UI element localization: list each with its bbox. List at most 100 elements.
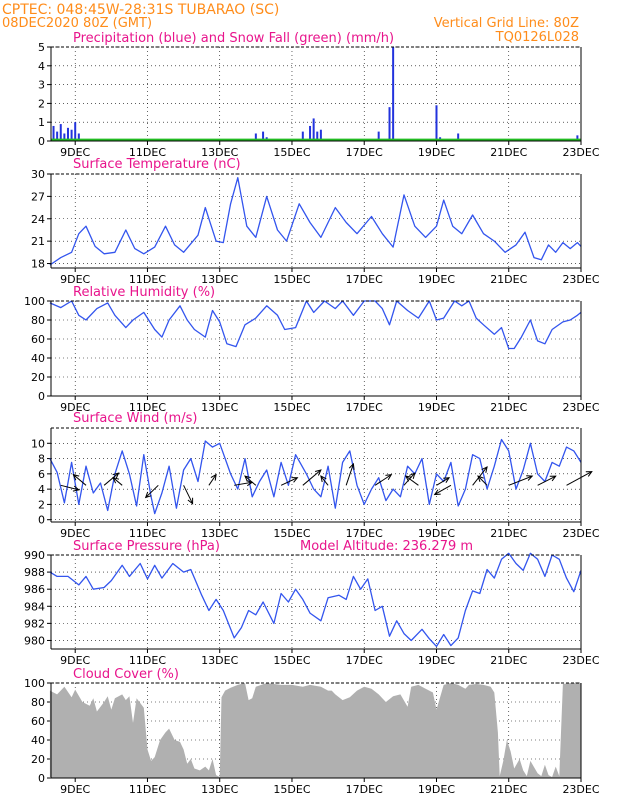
rain-bar bbox=[435, 105, 438, 141]
wind-arrowhead bbox=[443, 477, 451, 483]
wind-arrow bbox=[434, 484, 452, 495]
wind-arrow bbox=[436, 477, 450, 486]
cloud-xtick-label: 11DEC bbox=[129, 783, 166, 796]
wind-arrow bbox=[183, 485, 194, 504]
rain-bar bbox=[377, 131, 380, 141]
wind-ytick-label: 6 bbox=[38, 468, 45, 481]
rain-bar bbox=[576, 135, 579, 141]
wind-title: Surface Wind (m/s) bbox=[73, 411, 197, 426]
wind-arrowhead bbox=[409, 472, 416, 480]
wind-arrow bbox=[374, 474, 392, 486]
wind-xtick-label: 11DEC bbox=[129, 527, 166, 540]
wind-arrow bbox=[112, 477, 123, 486]
precip-title: Precipitation (blue) and Snow Fall (gree… bbox=[73, 31, 394, 46]
temp-ytick-label: 24 bbox=[31, 213, 45, 226]
precip-xtick-label: 21DEC bbox=[490, 146, 527, 159]
rh-ytick-label: 20 bbox=[31, 371, 45, 384]
wind-xtick-label: 15DEC bbox=[273, 527, 310, 540]
pressure-xtick-label: 11DEC bbox=[129, 654, 166, 667]
cloud-xtick-label: 9DEC bbox=[60, 783, 90, 796]
rh-title: Relative Humidity (%) bbox=[73, 285, 215, 300]
rain-bar bbox=[56, 131, 59, 141]
wind-xtick-label: 23DEC bbox=[562, 527, 599, 540]
wind-arrowhead bbox=[433, 489, 441, 496]
rh-ytick-label: 60 bbox=[31, 333, 45, 346]
precip-ytick-label: 5 bbox=[38, 41, 45, 54]
wind-arrowhead bbox=[481, 466, 488, 473]
rh-xtick-label: 23DEC bbox=[562, 401, 599, 414]
rain-bar bbox=[319, 129, 322, 141]
wind-arrowhead bbox=[526, 475, 534, 481]
temp-ytick-label: 30 bbox=[31, 168, 45, 181]
precip-ytick-label: 4 bbox=[38, 60, 45, 73]
rh-xtick-label: 11DEC bbox=[129, 401, 166, 414]
pressure-panel: Surface Pressure (hPa) Model Altitude: 23… bbox=[24, 539, 600, 667]
pressure-xtick-label: 17DEC bbox=[346, 654, 383, 667]
cloud-ytick-label: 20 bbox=[31, 753, 45, 766]
pressure-ytick-label: 980 bbox=[24, 634, 45, 647]
wind-arrow bbox=[208, 474, 217, 486]
precip-xtick-label: 23DEC bbox=[562, 146, 599, 159]
rh-xtick-label: 17DEC bbox=[346, 401, 383, 414]
wind-arrow bbox=[302, 469, 322, 486]
precip-xtick-label: 15DEC bbox=[273, 146, 310, 159]
cloud-xtick-label: 15DEC bbox=[273, 783, 310, 796]
rain-bar bbox=[457, 133, 460, 141]
wind-xtick-label: 13DEC bbox=[201, 527, 238, 540]
temp-title: Surface Temperature (nC) bbox=[73, 157, 241, 172]
wind-arrowhead bbox=[320, 475, 327, 483]
wind-arrowhead bbox=[244, 475, 251, 482]
pressure-ytick-label: 982 bbox=[24, 617, 45, 630]
rain-bar bbox=[309, 125, 312, 141]
cloud-panel: Cloud Cover (%) 0 20 40 60 80 100 9DEC 11DEC 13DE… bbox=[24, 667, 600, 796]
cloud-area bbox=[49, 683, 581, 778]
pressure-xtick-label: 19DEC bbox=[418, 654, 455, 667]
wind-ytick-label: 2 bbox=[38, 498, 45, 511]
rain-bar bbox=[52, 125, 55, 141]
precip-xtick-label: 9DEC bbox=[60, 146, 90, 159]
rain-bar bbox=[312, 118, 315, 141]
temp-xtick-label: 17DEC bbox=[346, 273, 383, 286]
cloud-xtick-label: 21DEC bbox=[490, 783, 527, 796]
pressure-ytick-label: 986 bbox=[24, 583, 45, 596]
pressure-title: Surface Pressure (hPa) bbox=[73, 539, 220, 554]
precip-xtick-label: 13DEC bbox=[201, 146, 238, 159]
wind-arrowhead bbox=[72, 485, 80, 492]
rh-xtick-label: 9DEC bbox=[60, 401, 90, 414]
rain-bar bbox=[388, 107, 391, 141]
wind-arrowhead bbox=[291, 477, 299, 483]
cloud-xtick-label: 17DEC bbox=[346, 783, 383, 796]
cloud-ytick-label: 40 bbox=[31, 734, 45, 747]
pressure-xtick-label: 15DEC bbox=[273, 654, 310, 667]
wind-arrow bbox=[405, 475, 419, 486]
rain-bar bbox=[77, 133, 80, 141]
rh-line bbox=[49, 300, 582, 350]
wind-ytick-label: 10 bbox=[31, 437, 45, 450]
wind-arrowhead bbox=[314, 469, 322, 476]
pressure-ytick-label: 984 bbox=[24, 600, 45, 613]
rh-panel: Relative Humidity (%) 0 20 40 60 80 100 9DEC 11D… bbox=[24, 285, 600, 414]
precip-xtick-label: 11DEC bbox=[129, 146, 166, 159]
rh-ytick-label: 80 bbox=[31, 314, 45, 327]
rh-ytick-label: 100 bbox=[24, 295, 45, 308]
station-line: CPTEC: 048:45W-28:31S TUBARAO (SC) bbox=[2, 2, 279, 18]
date-line: 08DEC2020 80Z (GMT) bbox=[2, 16, 152, 31]
precip-ytick-label: 1 bbox=[38, 116, 45, 129]
wind-xtick-label: 19DEC bbox=[418, 527, 455, 540]
temp-xtick-label: 9DEC bbox=[60, 273, 90, 286]
rain-bar bbox=[63, 133, 66, 141]
cloud-ytick-label: 100 bbox=[24, 677, 45, 690]
rh-xtick-label: 21DEC bbox=[490, 401, 527, 414]
wind-arrow bbox=[145, 484, 159, 498]
precip-xtick-label: 19DEC bbox=[418, 146, 455, 159]
cloud-ytick-label: 60 bbox=[31, 715, 45, 728]
cloud-xtick-label: 19DEC bbox=[418, 783, 455, 796]
cloud-title: Cloud Cover (%) bbox=[73, 667, 179, 682]
wind-arrowhead bbox=[585, 471, 593, 477]
pressure-subtitle: Model Altitude: 236.279 m bbox=[300, 539, 473, 554]
pressure-ytick-label: 990 bbox=[24, 549, 45, 562]
wind-ytick-label: 8 bbox=[38, 453, 45, 466]
temp-xtick-label: 15DEC bbox=[273, 273, 310, 286]
wind-arrow bbox=[537, 475, 556, 486]
